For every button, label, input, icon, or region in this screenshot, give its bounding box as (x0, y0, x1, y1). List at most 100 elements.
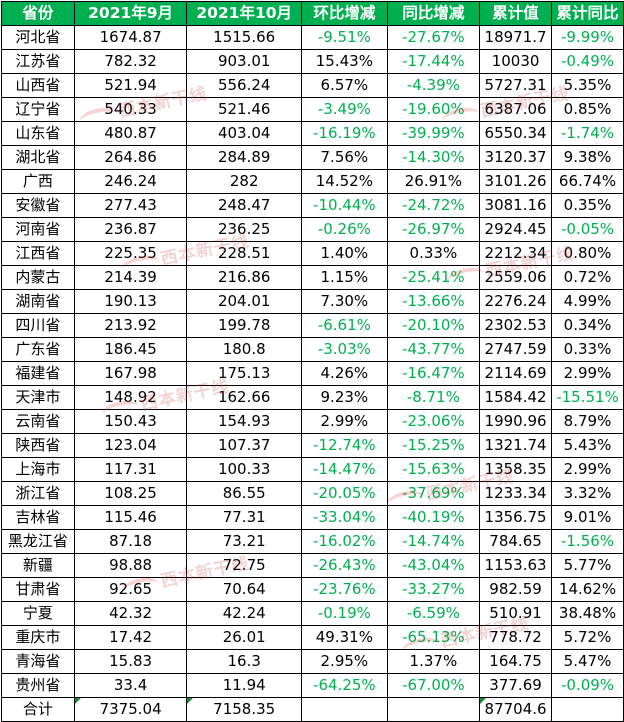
cell-oct-2021[interactable]: 162.66 (186, 385, 303, 410)
cell-yoy-change[interactable]: -37.69% (386, 481, 481, 506)
cell-cumulative-yoy[interactable]: 0.72% (551, 265, 624, 290)
cell-province[interactable]: 山西省 (1, 73, 75, 98)
cell-oct-2021[interactable]: 77.31 (186, 505, 303, 530)
header-sep-2021[interactable]: 2021年9月 (73, 1, 188, 26)
cell-sep-2021[interactable]: 17.42 (73, 625, 188, 650)
cell-oct-2021[interactable]: 154.93 (186, 409, 303, 434)
cell-cumulative-yoy[interactable]: 0.33% (551, 337, 624, 362)
cell-mom-change[interactable]: 6.57% (301, 73, 388, 98)
cell-province[interactable]: 重庆市 (1, 625, 75, 650)
cell-mom-change[interactable]: -14.47% (301, 457, 388, 482)
cell-cumulative[interactable]: 1153.63 (479, 553, 553, 578)
cell-cumulative[interactable]: 3081.16 (479, 193, 553, 218)
cell-mom-change[interactable]: 7.56% (301, 145, 388, 170)
cell-yoy-change[interactable]: -40.19% (386, 505, 481, 530)
cell-cumulative-yoy[interactable]: 2.99% (551, 457, 624, 482)
cell-province[interactable]: 新疆 (1, 553, 75, 578)
cell-sep-2021[interactable]: 42.32 (73, 601, 188, 626)
cell-sep-2021[interactable]: 540.33 (73, 97, 188, 122)
cell-oct-2021[interactable]: 107.37 (186, 433, 303, 458)
cell-mom-change[interactable]: -10.44% (301, 193, 388, 218)
cell-sep-2021[interactable]: 236.87 (73, 217, 188, 242)
cell-mom-change[interactable]: 15.43% (301, 49, 388, 74)
cell-oct-2021[interactable]: 175.13 (186, 361, 303, 386)
cell-cumulative[interactable]: 2114.69 (479, 361, 553, 386)
cell-province[interactable]: 广西 (1, 169, 75, 194)
cell-mom-change[interactable]: 1.40% (301, 241, 388, 266)
cell-cumulative[interactable]: 87704.6 (479, 697, 553, 722)
cell-province[interactable]: 湖南省 (1, 289, 75, 314)
cell-mom-change[interactable]: 9.23% (301, 385, 388, 410)
cell-mom-change[interactable]: 1.15% (301, 265, 388, 290)
cell-cumulative[interactable]: 3120.37 (479, 145, 553, 170)
cell-cumulative[interactable]: 784.65 (479, 529, 553, 554)
cell-cumulative[interactable]: 1356.75 (479, 505, 553, 530)
cell-oct-2021[interactable]: 403.04 (186, 121, 303, 146)
cell-cumulative-yoy[interactable]: 9.01% (551, 505, 624, 530)
cell-sep-2021[interactable]: 108.25 (73, 481, 188, 506)
cell-oct-2021[interactable]: 70.64 (186, 577, 303, 602)
cell-oct-2021[interactable]: 282 (186, 169, 303, 194)
cell-mom-change[interactable]: -16.02% (301, 529, 388, 554)
cell-sep-2021[interactable]: 148.92 (73, 385, 188, 410)
cell-cumulative[interactable]: 2276.24 (479, 289, 553, 314)
cell-cumulative-yoy[interactable]: -0.05% (551, 217, 624, 242)
cell-yoy-change[interactable]: 0.33% (386, 241, 481, 266)
cell-cumulative-yoy[interactable]: 0.85% (551, 97, 624, 122)
cell-cumulative[interactable]: 1233.34 (479, 481, 553, 506)
cell-province[interactable]: 辽宁省 (1, 97, 75, 122)
cell-province[interactable]: 甘肃省 (1, 577, 75, 602)
cell-sep-2021[interactable]: 277.43 (73, 193, 188, 218)
cell-yoy-change[interactable]: -65.13% (386, 625, 481, 650)
cell-yoy-change[interactable]: 26.91% (386, 169, 481, 194)
cell-province[interactable]: 宁夏 (1, 601, 75, 626)
cell-yoy-change[interactable]: -16.47% (386, 361, 481, 386)
cell-oct-2021[interactable]: 1515.66 (186, 25, 303, 50)
cell-oct-2021[interactable]: 228.51 (186, 241, 303, 266)
cell-cumulative-yoy[interactable]: 0.35% (551, 193, 624, 218)
cell-yoy-change[interactable]: -17.44% (386, 49, 481, 74)
cell-province[interactable]: 河南省 (1, 217, 75, 242)
cell-oct-2021[interactable]: 180.8 (186, 337, 303, 362)
cell-yoy-change[interactable]: -20.10% (386, 313, 481, 338)
cell-province[interactable]: 江西省 (1, 241, 75, 266)
cell-oct-2021[interactable]: 284.89 (186, 145, 303, 170)
cell-mom-change[interactable]: 14.52% (301, 169, 388, 194)
cell-sep-2021[interactable]: 117.31 (73, 457, 188, 482)
cell-yoy-change[interactable]: -6.59% (386, 601, 481, 626)
cell-province[interactable]: 山东省 (1, 121, 75, 146)
cell-yoy-change[interactable]: -4.39% (386, 73, 481, 98)
cell-province[interactable]: 云南省 (1, 409, 75, 434)
cell-yoy-change[interactable]: -8.71% (386, 385, 481, 410)
cell-cumulative-yoy[interactable]: 9.38% (551, 145, 624, 170)
cell-sep-2021[interactable]: 15.83 (73, 649, 188, 674)
cell-sep-2021[interactable]: 186.45 (73, 337, 188, 362)
cell-sep-2021[interactable]: 213.92 (73, 313, 188, 338)
cell-cumulative-yoy[interactable]: 8.79% (551, 409, 624, 434)
header-cumulative-yoy[interactable]: 累计同比 (551, 1, 624, 26)
cell-province[interactable]: 贵州省 (1, 673, 75, 698)
cell-oct-2021[interactable]: 72.75 (186, 553, 303, 578)
cell-province[interactable]: 青海省 (1, 649, 75, 674)
header-cumulative[interactable]: 累计值 (479, 1, 553, 26)
cell-mom-change[interactable]: -9.51% (301, 25, 388, 50)
cell-oct-2021[interactable]: 236.25 (186, 217, 303, 242)
header-oct-2021[interactable]: 2021年10月 (186, 1, 303, 26)
cell-mom-change[interactable]: -3.49% (301, 97, 388, 122)
cell-cumulative-yoy[interactable]: 5.35% (551, 73, 624, 98)
cell-cumulative-yoy[interactable]: 5.77% (551, 553, 624, 578)
cell-oct-2021[interactable]: 216.86 (186, 265, 303, 290)
cell-mom-change[interactable]: 2.95% (301, 649, 388, 674)
cell-oct-2021[interactable]: 26.01 (186, 625, 303, 650)
cell-sep-2021[interactable]: 246.24 (73, 169, 188, 194)
cell-cumulative[interactable]: 1358.35 (479, 457, 553, 482)
cell-sep-2021[interactable]: 214.39 (73, 265, 188, 290)
cell-cumulative-yoy[interactable]: 5.43% (551, 433, 624, 458)
cell-oct-2021[interactable]: 7158.35 (186, 697, 303, 722)
cell-mom-change[interactable]: 4.26% (301, 361, 388, 386)
cell-oct-2021[interactable]: 73.21 (186, 529, 303, 554)
cell-cumulative-yoy[interactable]: 5.72% (551, 625, 624, 650)
cell-sep-2021[interactable]: 123.04 (73, 433, 188, 458)
cell-oct-2021[interactable]: 11.94 (186, 673, 303, 698)
cell-sep-2021[interactable]: 167.98 (73, 361, 188, 386)
